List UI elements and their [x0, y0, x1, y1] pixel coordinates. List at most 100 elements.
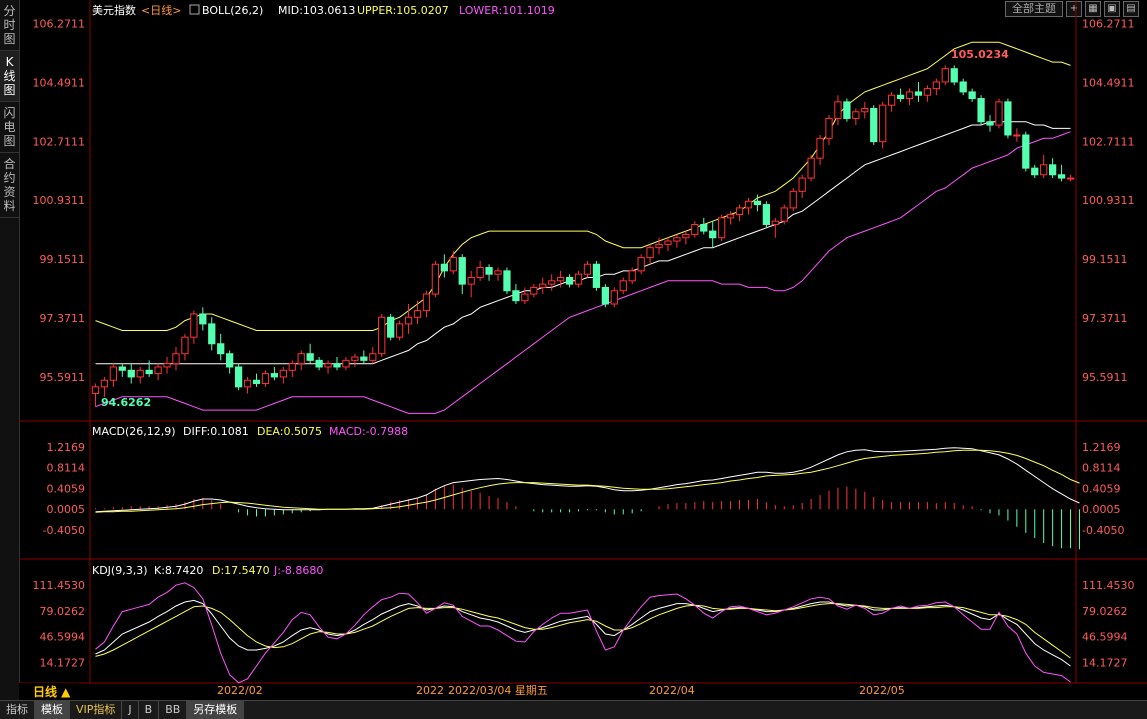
- macd-diff-line: [95, 447, 1080, 513]
- candle-body: [261, 373, 270, 385]
- candle-body: [887, 94, 896, 106]
- candle-body: [950, 68, 958, 83]
- period-button[interactable]: 日线 ▲: [33, 684, 71, 699]
- candle-body: [252, 379, 261, 385]
- candle-body: [181, 336, 189, 355]
- macd-name: MACD(26,12,9): [92, 425, 176, 438]
- bottom-tab-4[interactable]: B: [139, 701, 160, 719]
- candle-body: [467, 276, 475, 285]
- candle-body: [369, 353, 377, 361]
- price-tick-left-1: 104.4911: [33, 76, 86, 89]
- grid-lines: [19, 0, 1147, 684]
- kdj-tick-left-1: 79.0262: [40, 605, 86, 618]
- candle-body: [431, 263, 440, 295]
- candle-body: [342, 359, 350, 368]
- candle-body: [932, 81, 940, 90]
- sidebar-tab-2[interactable]: 闪电图: [0, 102, 19, 153]
- candle-body: [548, 280, 556, 285]
- macd-tick-left-4: -0.4050: [43, 524, 85, 537]
- candle-body: [136, 369, 144, 378]
- macd-tick-right-0: 1.2169: [1082, 441, 1121, 454]
- candle-body: [726, 214, 735, 219]
- candle-body: [852, 111, 860, 119]
- candle-body: [646, 247, 654, 259]
- price-tick-right-4: 99.1511: [1082, 253, 1128, 266]
- candle-body: [109, 366, 117, 381]
- theme-select[interactable]: 全部主题: [1005, 1, 1063, 17]
- kdj-tick-right-2: 46.5994: [1082, 631, 1128, 644]
- candle-body: [243, 379, 252, 388]
- candle-body: [476, 267, 484, 278]
- bottom-tab-3[interactable]: J: [122, 701, 139, 719]
- candle-body: [959, 81, 967, 93]
- kdj-tick-left-0: 111.4530: [33, 579, 86, 592]
- candle-body: [395, 323, 404, 338]
- price-tick-right-3: 100.9311: [1082, 194, 1135, 207]
- price-tick-right-2: 102.7111: [1082, 135, 1135, 148]
- candle-body: [422, 293, 431, 312]
- instrument-title: 美元指数: [92, 3, 136, 17]
- price-tick-right-1: 104.4911: [1082, 76, 1135, 89]
- candle-body: [825, 117, 833, 139]
- sidebar-tab-3[interactable]: 合约资料: [0, 153, 19, 218]
- price-tick-right-6: 95.5911: [1082, 371, 1128, 384]
- candle-body: [780, 207, 788, 222]
- candle-body: [565, 276, 574, 285]
- candle-body: [637, 257, 645, 272]
- x-label-cursor-date: 2022/03/04 星期五: [448, 684, 548, 697]
- toolbar: 全部主题 + ▦ ▣ ▤: [1005, 1, 1139, 17]
- price-tick-right-5: 97.3711: [1082, 312, 1128, 325]
- price-tick-left-4: 99.1511: [40, 253, 86, 266]
- candle-body: [628, 270, 636, 282]
- candle-body: [1057, 174, 1066, 179]
- sidebar-tab-0[interactable]: 分时图: [0, 0, 19, 51]
- kdj-tick-left-3: 14.1727: [40, 657, 86, 670]
- candle-body: [512, 290, 520, 302]
- bottom-tab-6[interactable]: 另存模板: [187, 701, 245, 719]
- window-icon[interactable]: ▣: [1104, 1, 1120, 17]
- price-tick-left-5: 97.3711: [40, 312, 86, 325]
- high-annotation: 105.0234: [951, 48, 1009, 61]
- macd-tick-left-3: 0.0005: [47, 503, 86, 516]
- bottom-tab-2[interactable]: VIP指标: [70, 701, 123, 719]
- kdj-tick-right-3: 14.1727: [1082, 657, 1128, 670]
- macd-tick-left-2: 0.4059: [47, 482, 86, 495]
- candle-body: [700, 223, 708, 232]
- x-label-apr: 2022/04: [649, 684, 695, 697]
- candle-body: [762, 204, 771, 225]
- kdj-name: KDJ(9,3,3): [92, 564, 148, 577]
- candle-body: [172, 353, 180, 365]
- x-label-may: 2022/05: [859, 684, 905, 697]
- boll-lower-line: [95, 131, 1071, 414]
- kdj-panel: [95, 582, 1071, 684]
- candle-body: [655, 243, 663, 249]
- candle-body: [145, 369, 153, 375]
- kdj-d-line: [95, 603, 1071, 659]
- bottom-tab-5[interactable]: BB: [159, 701, 188, 719]
- layout-icon[interactable]: ▤: [1123, 1, 1139, 17]
- kdj-d-label: D:17.5470: [212, 564, 270, 577]
- grid-icon[interactable]: ▦: [1085, 1, 1101, 17]
- candle-body: [673, 237, 681, 242]
- bottom-tab-1[interactable]: 模板: [35, 701, 70, 719]
- candle-body: [154, 366, 162, 375]
- crosshair-icon[interactable]: +: [1066, 1, 1082, 17]
- candle-body: [100, 379, 109, 388]
- kdj-tick-right-1: 79.0262: [1082, 605, 1128, 618]
- macd-tick-right-2: 0.4059: [1082, 482, 1121, 495]
- bottom-tab-0[interactable]: 指标: [0, 701, 35, 719]
- candle-body: [789, 190, 797, 209]
- candle-body: [539, 283, 547, 288]
- candle-body: [127, 369, 135, 378]
- indicator-icon[interactable]: [189, 4, 200, 15]
- period-button-bg: [19, 683, 79, 700]
- macd-tick-right-3: 0.0005: [1082, 503, 1121, 516]
- chart-area[interactable]: 106.2711 106.2711 104.4911 104.4911 102.7111…: [19, 0, 1147, 700]
- bottom-tabs: 指标 模板 VIP指标 J B BB 另存模板: [0, 700, 1147, 719]
- candle-body: [163, 363, 171, 368]
- candle-body: [503, 270, 511, 292]
- candle-body: [771, 220, 779, 225]
- candle-body: [118, 366, 126, 371]
